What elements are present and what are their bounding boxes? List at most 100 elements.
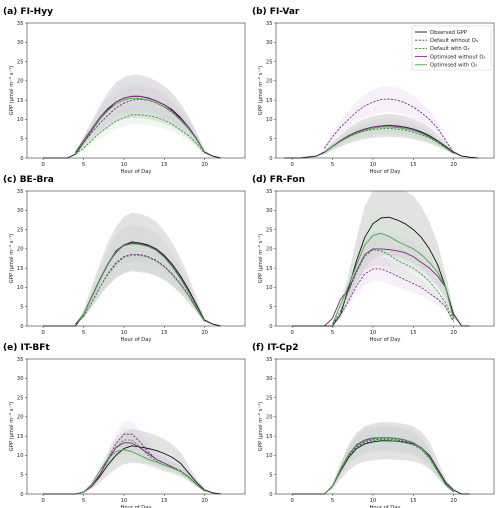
series-line-default_without: [75, 99, 205, 153]
x-axis-label: Hour of Day: [369, 169, 400, 175]
y-tick-label: 5: [20, 305, 23, 311]
band-observed: [43, 212, 221, 326]
x-tick-label: 5: [331, 162, 334, 168]
band-optimised_with: [324, 425, 454, 494]
band-optimised_with: [75, 85, 205, 154]
y-tick-label: 30: [266, 376, 273, 382]
x-tick-label: 15: [410, 498, 417, 504]
band-optimised_without: [324, 231, 454, 326]
band-default_without: [324, 427, 454, 494]
legend-entry: Optimised with O₃: [430, 63, 477, 69]
y-tick-label: 25: [266, 227, 273, 233]
panel-title: (c) BE-Bra: [3, 175, 54, 185]
x-tick-label: 5: [82, 162, 85, 168]
x-tick-label: 0: [41, 498, 44, 504]
band-optimised_with: [324, 119, 454, 155]
panel-title: (e) IT-BFt: [3, 343, 50, 353]
y-tick-label: 0: [20, 492, 23, 498]
band-optimised_with: [75, 439, 205, 494]
series-line-default_with: [75, 439, 205, 495]
y-tick-label: 30: [17, 208, 24, 214]
y-tick-label: 30: [266, 208, 273, 214]
legend-entry: Default without O₃: [430, 38, 478, 44]
x-axis-label: Hour of Day: [120, 505, 151, 508]
y-tick-label: 5: [269, 137, 272, 143]
axes-frame: [26, 22, 246, 159]
y-tick-label: 15: [266, 434, 273, 440]
series-line-optimised_with: [324, 437, 454, 495]
panel-title: (a) FI-Hyy: [3, 7, 53, 17]
band-optimised_without: [324, 425, 454, 494]
y-axis-label: GPP (µmol m⁻² s⁻¹): [9, 234, 15, 284]
y-tick-label: 5: [20, 137, 23, 143]
series-line-default_with: [332, 249, 454, 325]
panel-1: (a) FI-Hyy 0 5 10 15 20 25 30 35 0 5 10 15 20 Hour of …: [3, 7, 246, 175]
y-tick-label: 15: [266, 266, 273, 272]
series-line-optimised_without: [324, 125, 454, 154]
band-default_without: [324, 86, 454, 154]
panel-title: (d) FR-Fon: [252, 175, 305, 185]
y-tick-label: 5: [20, 473, 23, 479]
x-tick-label: 5: [82, 330, 85, 336]
x-tick-label: 20: [201, 498, 208, 504]
panel-title: (f) IT-Cp2: [252, 343, 299, 353]
axes-frame: [275, 22, 495, 159]
x-tick-label: 15: [410, 330, 417, 336]
y-tick-label: 35: [17, 189, 24, 195]
x-tick-label: 20: [450, 330, 457, 336]
y-tick-label: 20: [266, 79, 273, 85]
series-line-default_without: [75, 253, 205, 325]
x-tick-label: 10: [121, 330, 128, 336]
y-tick-label: 25: [17, 59, 24, 65]
y-tick-label: 35: [266, 21, 273, 27]
y-tick-label: 5: [269, 473, 272, 479]
x-tick-label: 5: [82, 498, 85, 504]
y-tick-label: 30: [17, 40, 24, 46]
series-line-default_without: [332, 268, 454, 325]
x-tick-label: 0: [41, 330, 44, 336]
y-tick-label: 25: [17, 227, 24, 233]
y-tick-label: 30: [17, 376, 24, 382]
y-tick-label: 15: [266, 98, 273, 104]
y-tick-label: 0: [269, 324, 272, 330]
series-line-optimised_with: [332, 232, 455, 325]
x-axis-label: Hour of Day: [369, 337, 400, 343]
y-tick-label: 15: [17, 98, 24, 104]
x-tick-label: 0: [290, 498, 293, 504]
y-axis-label: GPP (µmol m⁻² s⁻¹): [9, 402, 15, 452]
x-axis-label: Hour of Day: [369, 505, 400, 508]
series-line-optimised_with: [75, 243, 205, 325]
panel-3: (c) BE-Bra 0 5 10 15 20 25 30 35 0 5 10 15 20 Hour of …: [3, 175, 246, 343]
y-tick-label: 25: [266, 395, 273, 401]
y-tick-label: 0: [269, 492, 272, 498]
series-line-optimised_without: [75, 95, 205, 153]
series-line-optimised_with: [75, 97, 205, 153]
y-tick-label: 10: [17, 117, 24, 123]
band-observed: [43, 428, 221, 494]
y-tick-label: 25: [17, 395, 24, 401]
x-tick-label: 0: [290, 162, 293, 168]
x-axis-label: Hour of Day: [120, 337, 151, 343]
y-tick-label: 0: [20, 156, 23, 162]
band-optimised_with: [332, 213, 454, 325]
y-axis-label: GPP (µmol m⁻² s⁻¹): [258, 402, 264, 452]
y-tick-label: 35: [17, 21, 24, 27]
axes-frame: [275, 190, 495, 327]
axes-frame: [26, 190, 246, 327]
legend-entry: Default with O₃: [430, 46, 469, 52]
y-tick-label: 20: [17, 415, 24, 421]
y-tick-label: 10: [17, 453, 24, 459]
axes-frame: [275, 358, 495, 495]
y-tick-label: 0: [20, 324, 23, 330]
y-tick-label: 10: [266, 285, 273, 291]
series-line-default_with: [324, 440, 454, 495]
y-tick-label: 10: [266, 117, 273, 123]
band-optimised_without: [75, 82, 205, 154]
band-default_with: [332, 232, 454, 325]
band-default_without: [332, 256, 454, 325]
y-tick-label: 35: [266, 357, 273, 363]
band-observed: [292, 191, 470, 326]
series-line-default_with: [75, 254, 205, 325]
legend: Observed GPP Default without O₃ Default wi…: [411, 25, 492, 71]
